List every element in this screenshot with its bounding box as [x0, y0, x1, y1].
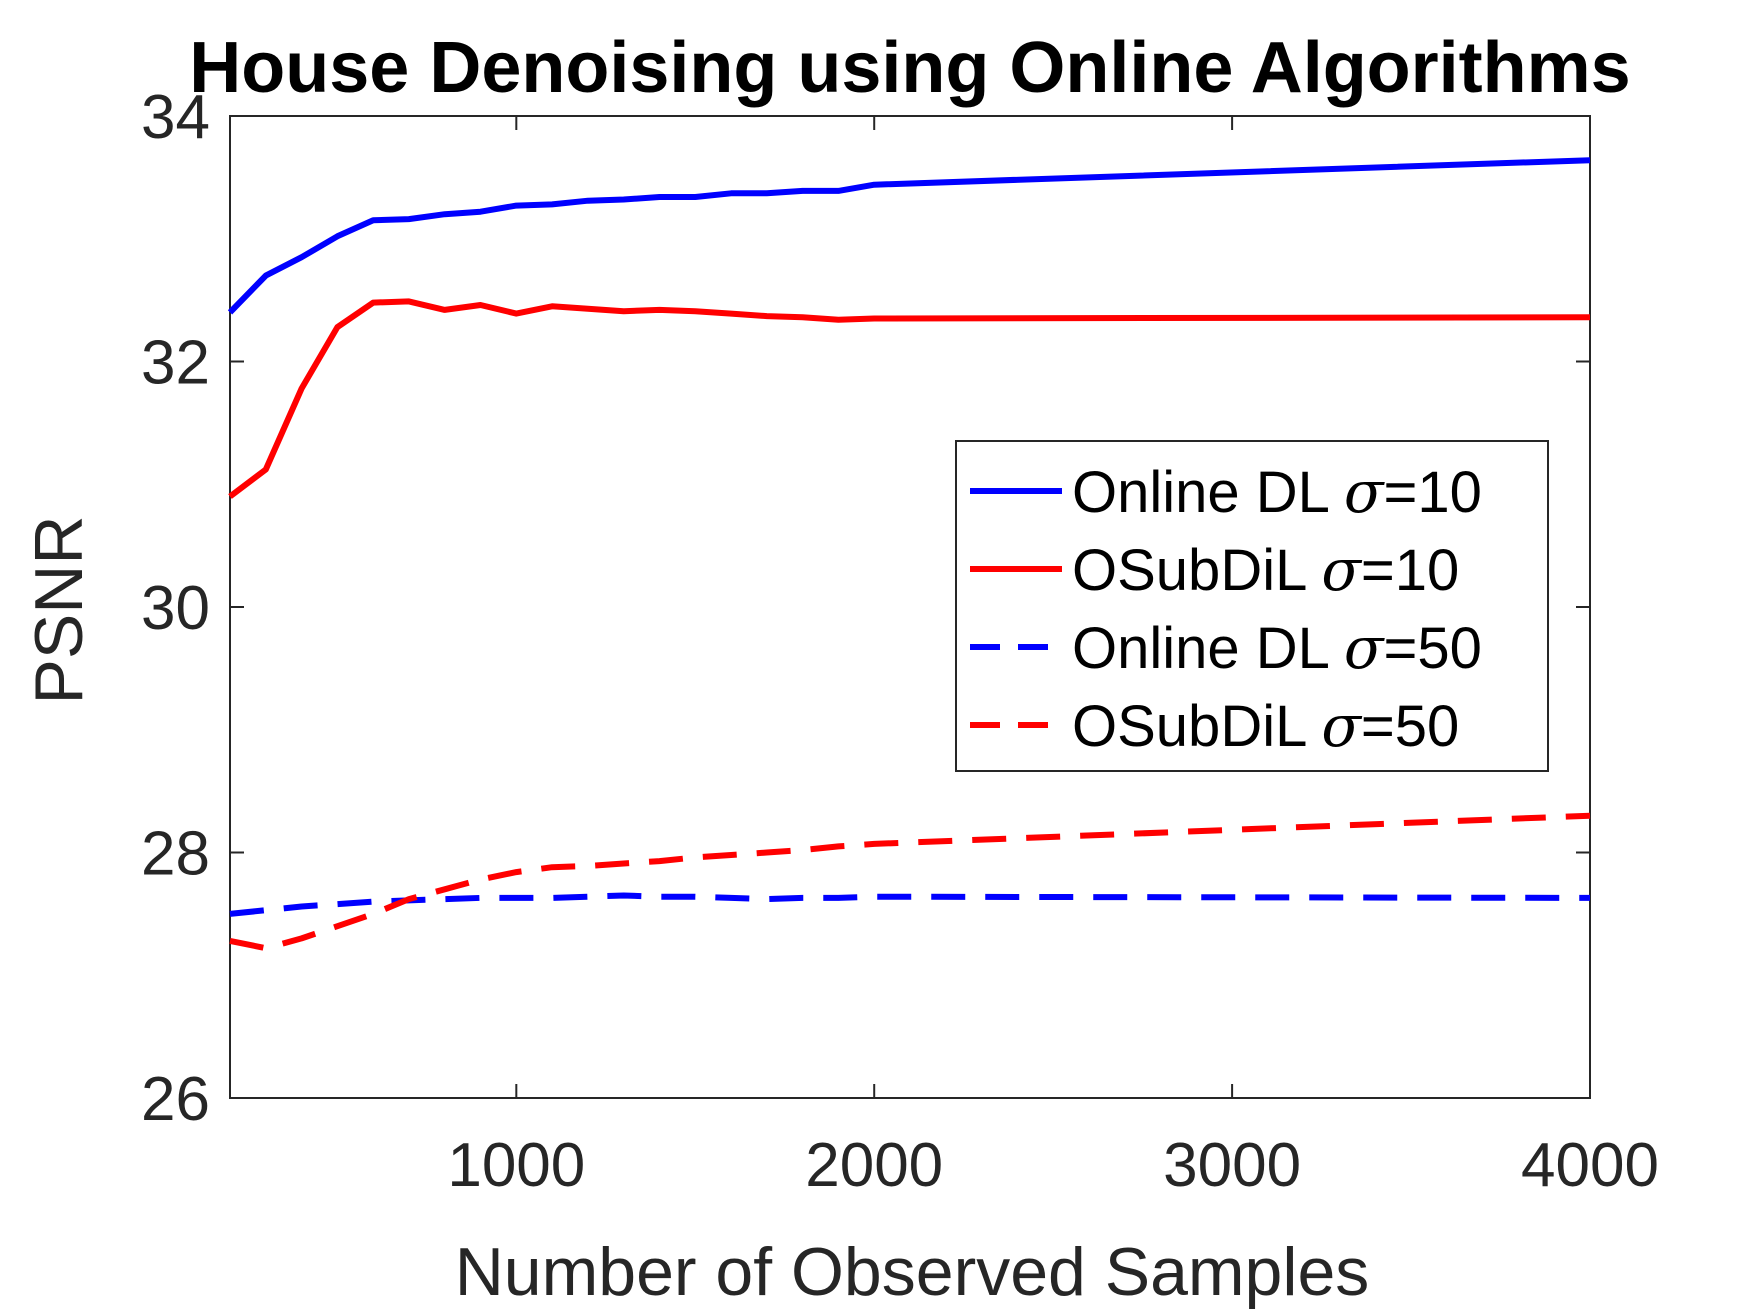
- legend-label-text: Online DL: [1072, 460, 1344, 525]
- x-tick-label: 2000: [805, 1131, 943, 1200]
- legend-label-value: =10: [1383, 460, 1481, 525]
- x-tick-label: 4000: [1521, 1131, 1659, 1200]
- legend-label-value: =10: [1361, 538, 1459, 603]
- ticks-layer: 1000 2000 3000 4000 26 28 30 32 34: [141, 83, 1659, 1200]
- series-line-3: [229, 892, 1591, 917]
- legend-entry-2: OSubDiL σ=10: [1072, 536, 1459, 604]
- legend-label-value: =50: [1383, 616, 1481, 681]
- legend-entry-3: Online DL σ=50: [1072, 614, 1482, 682]
- series-line-1: [227, 157, 1591, 315]
- series-line-4: [229, 812, 1591, 952]
- chart-title: House Denoising using Online Algorithms: [189, 28, 1630, 108]
- x-tick-label: 1000: [447, 1131, 585, 1200]
- legend-entry-1: Online DL σ=10: [1072, 458, 1482, 526]
- series-line-2: [228, 298, 1591, 499]
- y-axis-label: PSNR: [21, 516, 97, 705]
- x-tick-label: 3000: [1163, 1131, 1301, 1200]
- y-tick-label: 30: [141, 574, 210, 643]
- sigma-symbol: σ: [1321, 536, 1362, 604]
- series-layer: [227, 157, 1591, 952]
- legend-label-text: OSubDiL: [1072, 694, 1321, 759]
- legend-label-text: Online DL: [1072, 616, 1344, 681]
- legend-label-value: =50: [1361, 694, 1459, 759]
- legend-box: [955, 440, 1549, 772]
- sigma-symbol: σ: [1321, 692, 1362, 760]
- y-tick-label: 26: [141, 1065, 210, 1134]
- legend-entry-4: OSubDiL σ=50: [1072, 692, 1459, 760]
- y-tick-label: 28: [141, 820, 210, 889]
- y-tick-label: 34: [141, 83, 210, 152]
- sigma-symbol: σ: [1344, 458, 1385, 526]
- legend-label-text: OSubDiL: [1072, 538, 1321, 603]
- sigma-symbol: σ: [1344, 614, 1385, 682]
- x-axis-label: Number of Observed Samples: [455, 1234, 1370, 1310]
- y-tick-label: 32: [141, 329, 210, 398]
